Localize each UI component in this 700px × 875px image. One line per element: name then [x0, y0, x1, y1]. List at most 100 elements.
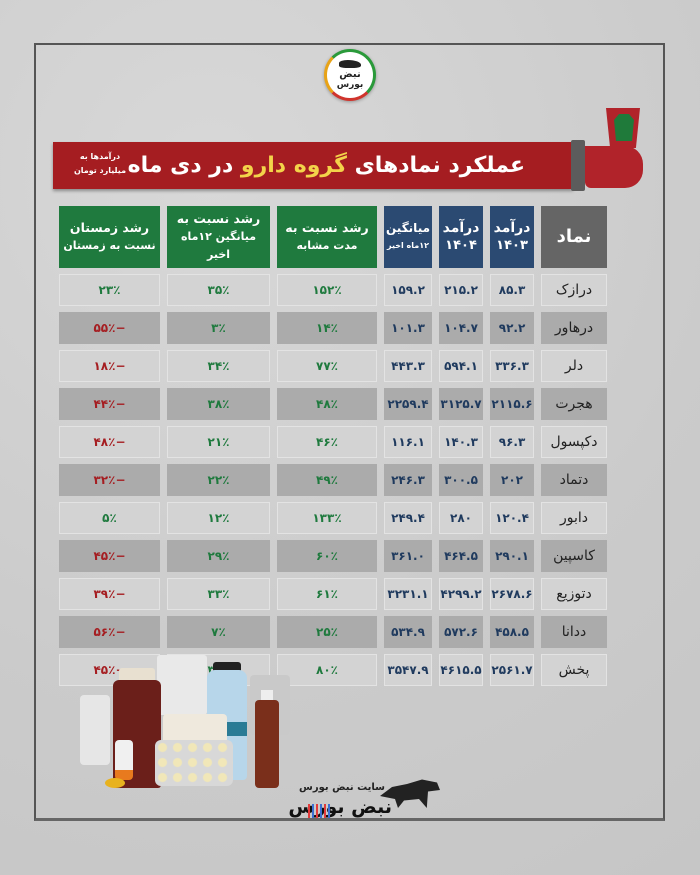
unit-note-line2: میلیارد تومان [73, 166, 127, 175]
fist-icon [585, 146, 643, 188]
cell-avg12: ۲۴۶.۳ [384, 464, 433, 496]
cell-growth-same: ۸۰٪ [277, 654, 377, 686]
header-avg-12m: میانگین ۱۲ماه اخیر [384, 206, 433, 268]
cell-rev1404: ۴۲۹۹.۲ [439, 578, 484, 610]
site-label: سایت نبض بورس [299, 782, 385, 793]
cell-rev1404: ۳۱۲۵.۷ [439, 388, 484, 420]
header-revenue-1403: درآمد ۱۴۰۳ [490, 206, 535, 268]
table-row: دابور ۱۲۰.۴ ۲۸۰ ۲۴۹.۴ ۱۳۳٪ ۱۲٪ ۵٪ [59, 502, 608, 534]
title-highlight: گروه دارو [240, 153, 347, 178]
cell-rev1403: ۹۲.۲ [490, 312, 535, 344]
table-row: درازک ۸۵.۳ ۲۱۵.۲ ۱۵۹.۲ ۱۵۲٪ ۳۵٪ ۲۳٪ [59, 274, 608, 306]
cell-symbol: دتوزیع [541, 578, 608, 610]
title-part1: عملکرد نمادهای [346, 153, 525, 178]
cell-symbol: دکپسول [541, 426, 608, 458]
table-row: دتماد ۲۰۲ ۳۰۰.۵ ۲۴۶.۳ ۴۹٪ ۲۲٪ −۳۲٪ [59, 464, 608, 496]
cell-rev1404: ۳۰۰.۵ [439, 464, 484, 496]
cell-growth-winter: −۵۶٪ [59, 616, 160, 648]
cell-symbol: پخش [541, 654, 608, 686]
cell-growth-winter: −۳۹٪ [59, 578, 160, 610]
cell-growth-avg: ۲۹٪ [167, 540, 270, 572]
cell-growth-winter: −۴۵٪ [59, 540, 160, 572]
cell-symbol: درهاور [541, 312, 608, 344]
header-line1: درآمد [442, 220, 480, 236]
header-line2: ۱۲ماه اخیر [387, 241, 429, 250]
page-title: عملکرد نمادهای گروه دارو در دی ماه [128, 153, 525, 178]
cell-avg12: ۳۵۴۷.۹ [384, 654, 433, 686]
cell-rev1403: ۹۶.۳ [490, 426, 535, 458]
table-row: دلر ۳۳۶.۳ ۵۹۴.۱ ۴۴۳.۳ ۷۷٪ ۳۴٪ −۱۸٪ [59, 350, 608, 382]
cell-avg12: ۳۶۱.۰ [384, 540, 433, 572]
table-row: دکپسول ۹۶.۳ ۱۴۰.۳ ۱۱۶.۱ ۴۶٪ ۲۱٪ −۴۸٪ [59, 426, 608, 458]
cell-growth-avg: ۳۸٪ [167, 388, 270, 420]
medicine-illustration [75, 650, 315, 790]
cell-rev1403: ۲۶۷۸.۶ [490, 578, 535, 610]
cell-growth-avg: ۳۴٪ [167, 350, 270, 382]
table-row: دتوزیع ۲۶۷۸.۶ ۴۲۹۹.۲ ۳۲۳۱.۱ ۶۱٪ ۳۳٪ −۳۹٪ [59, 578, 608, 610]
cell-rev1403: ۲۱۱۵.۶ [490, 388, 535, 420]
header-symbol: نماد [541, 206, 608, 268]
lever-green-icon [614, 114, 634, 141]
cell-rev1404: ۱۰۴.۷ [439, 312, 484, 344]
pulse-bars-icon [308, 804, 332, 818]
cell-growth-winter: −۴۴٪ [59, 388, 160, 420]
cell-rev1404: ۵۹۴.۱ [439, 350, 484, 382]
cell-growth-avg: ۳٪ [167, 312, 270, 344]
cell-avg12: ۳۲۳۱.۱ [384, 578, 433, 610]
brand-logo: نبض بورس [324, 49, 376, 101]
cell-growth-same: ۴۸٪ [277, 388, 377, 420]
cell-growth-same: ۱۳۳٪ [277, 502, 377, 534]
cell-avg12: ۲۴۹.۴ [384, 502, 433, 534]
tablet-blister-icon [155, 740, 233, 786]
cell-growth-winter: −۱۸٪ [59, 350, 160, 382]
cell-rev1404: ۵۷۲.۶ [439, 616, 484, 648]
table-row: کاسپین ۲۹۰.۱ ۴۶۴.۵ ۳۶۱.۰ ۶۰٪ ۲۹٪ −۴۵٪ [59, 540, 608, 572]
unit-note-line1: درآمدها به [79, 152, 121, 161]
table-row: درهاور ۹۲.۲ ۱۰۴.۷ ۱۰۱.۳ ۱۴٪ ۳٪ −۵۵٪ [59, 312, 608, 344]
cell-rev1404: ۴۶۴.۵ [439, 540, 484, 572]
cell-rev1404: ۲۱۵.۲ [439, 274, 484, 306]
logo-line1: نبض [339, 69, 361, 80]
cell-rev1403: ۸۵.۳ [490, 274, 535, 306]
medicine-box-icon [157, 655, 207, 715]
cell-symbol: دابور [541, 502, 608, 534]
cell-growth-same: ۴۶٪ [277, 426, 377, 458]
cell-growth-same: ۷۷٪ [277, 350, 377, 382]
brand-name: نبض بورس [288, 796, 392, 818]
performance-table: نماد درآمد ۱۴۰۳ درآمد ۱۴۰۴ میانگین ۱۲ماه… [52, 200, 614, 692]
softgel-capsule-icon [105, 778, 125, 788]
header-line2: ۱۴۰۴ [445, 238, 477, 253]
cell-growth-avg: ۱۲٪ [167, 502, 270, 534]
cell-symbol: درازک [541, 274, 608, 306]
header-line2: مدت مشابه [296, 239, 358, 252]
cell-rev1403: ۲۰۲ [490, 464, 535, 496]
table-row: ددانا ۴۵۸.۵ ۵۷۲.۶ ۵۳۴.۹ ۲۵٪ ۷٪ −۵۶٪ [59, 616, 608, 648]
bull-icon [339, 60, 361, 68]
header-line1: رشد زمستان [69, 220, 150, 235]
cuff-icon [571, 140, 585, 191]
header-line2: نسبت به زمستان [63, 239, 156, 252]
header-row: نماد درآمد ۱۴۰۳ درآمد ۱۴۰۴ میانگین ۱۲ماه… [59, 206, 608, 268]
cell-rev1403: ۳۳۶.۳ [490, 350, 535, 382]
header-line1: درآمد [493, 220, 531, 236]
spray-bottle-icon [255, 700, 279, 788]
cell-growth-avg: ۳۵٪ [167, 274, 270, 306]
header-line1: رشد نسبت به [176, 211, 261, 226]
cell-rev1403: ۴۵۸.۵ [490, 616, 535, 648]
cell-symbol: ددانا [541, 616, 608, 648]
cell-avg12: ۲۲۵۹.۴ [384, 388, 433, 420]
cell-growth-avg: ۲۱٪ [167, 426, 270, 458]
header-revenue-1404: درآمد ۱۴۰۴ [439, 206, 484, 268]
cell-avg12: ۱۰۱.۳ [384, 312, 433, 344]
title-part2: در دی ماه [127, 153, 241, 178]
cell-growth-winter: −۴۸٪ [59, 426, 160, 458]
cell-symbol: کاسپین [541, 540, 608, 572]
header-line2: میانگین ۱۲ماه اخیر [180, 230, 257, 261]
footer-brand: سایت نبض بورس نبض بورس [288, 778, 440, 828]
header-line1: میانگین [386, 221, 431, 235]
cell-growth-same: ۶۱٪ [277, 578, 377, 610]
cell-growth-avg: ۲۲٪ [167, 464, 270, 496]
cell-symbol: دلر [541, 350, 608, 382]
header-growth-winter: رشد زمستان نسبت به زمستان [59, 206, 160, 268]
unit-note: درآمدها به میلیارد تومان [65, 150, 135, 178]
